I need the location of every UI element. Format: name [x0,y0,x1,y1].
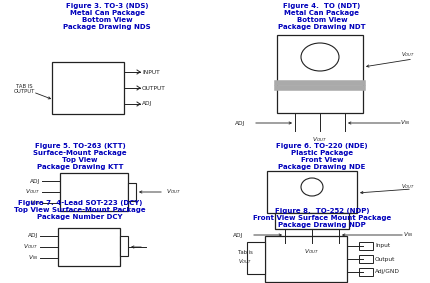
Text: OUTPUT: OUTPUT [142,85,166,91]
Text: $V_{IN}$: $V_{IN}$ [400,119,410,127]
Bar [120,236,128,256]
Bar [275,213,349,229]
Text: $V_{OUT}$: $V_{OUT}$ [401,51,415,59]
Text: Figure 4.  TO (NDT)
Metal Can Package
Bottom View
Package Drawing NDT: Figure 4. TO (NDT) Metal Can Package Bot… [278,3,366,30]
Text: Figure 7. 4-Lead SOT-223 (DCY)
Top View Surface-Mount Package
Package Number DCY: Figure 7. 4-Lead SOT-223 (DCY) Top View … [14,200,146,220]
Bar [359,268,373,276]
Text: ADJ: ADJ [142,102,152,106]
Text: $V_{IN}$: $V_{IN}$ [403,231,413,239]
Text: Figure 5. TO-263 (KTT)
Surface-Mount Package
Top View
Package Drawing KTT: Figure 5. TO-263 (KTT) Surface-Mount Pac… [33,143,127,170]
Bar [128,183,136,201]
Bar [359,242,373,250]
Text: Figure 8.  TO-252 (NDP)
Front View Surface Mount Package
Package Drawing NDP: Figure 8. TO-252 (NDP) Front View Surfac… [253,208,391,228]
Text: Figure 6. TO-220 (NDE)
Plastic Package
Front View
Package Drawing NDE: Figure 6. TO-220 (NDE) Plastic Package F… [276,143,368,170]
Text: $V_{OUT}$: $V_{OUT}$ [401,183,415,192]
Bar [58,228,120,266]
Text: Input: Input [375,243,390,248]
Text: $V_{IN}$: $V_{IN}$ [28,254,38,262]
Ellipse shape [301,43,339,71]
Text: $V_{OUT}$: $V_{OUT}$ [25,188,40,196]
Text: Tab is
$V_{OUT}$: Tab is $V_{OUT}$ [237,250,252,265]
Text: Output: Output [375,256,395,261]
Bar [267,171,357,213]
Bar [277,35,363,113]
Bar [60,173,128,211]
Text: ADJ: ADJ [233,233,243,237]
Text: $V_{IN}$: $V_{IN}$ [30,199,40,207]
Text: INPUT: INPUT [142,70,160,74]
Bar [52,62,124,114]
Text: TAB IS
OUTPUT: TAB IS OUTPUT [14,83,35,95]
Text: $V_{OUT}$: $V_{OUT}$ [313,135,328,144]
Text: ADJ: ADJ [30,179,40,183]
Text: Figure 3. TO-3 (NDS)
Metal Can Package
Bottom View
Package Drawing NDS: Figure 3. TO-3 (NDS) Metal Can Package B… [63,3,151,30]
Ellipse shape [301,178,323,196]
Bar [265,236,347,282]
Text: ADJ: ADJ [235,121,245,125]
Text: $V_{OUT}$: $V_{OUT}$ [166,188,181,196]
Bar [247,242,265,274]
Bar [359,255,373,263]
Text: ADJ: ADJ [28,233,38,239]
Text: $V_{OUT}$: $V_{OUT}$ [23,243,38,252]
Text: $V_{OUT}$: $V_{OUT}$ [304,247,319,256]
Text: Adj/GND: Adj/GND [375,269,400,275]
